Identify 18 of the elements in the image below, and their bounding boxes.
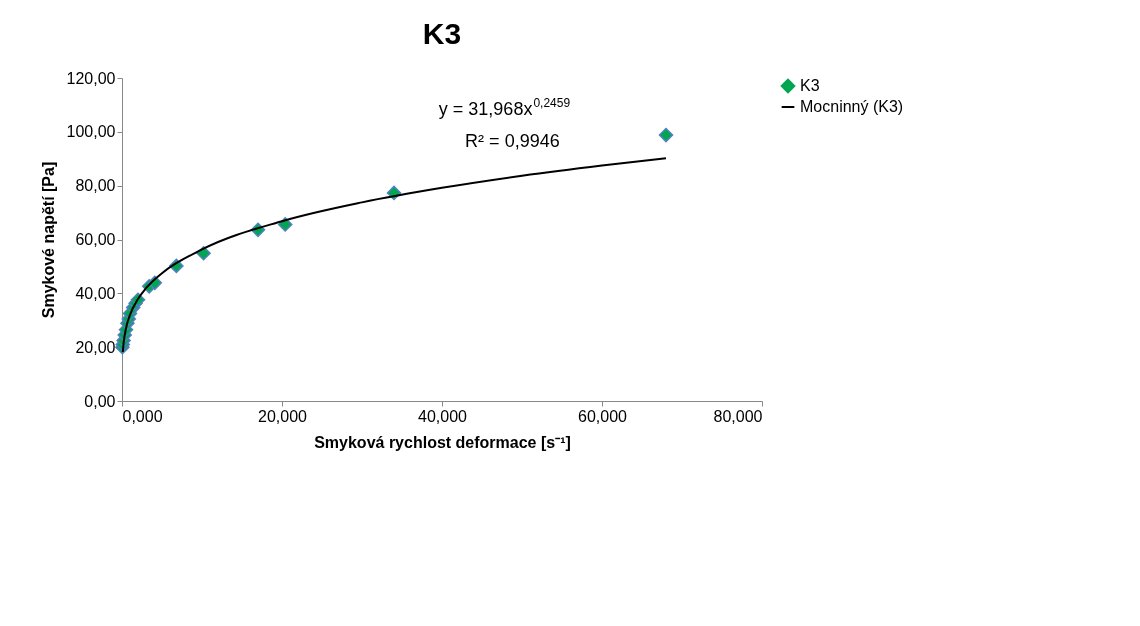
y-tick-label: 120,00 bbox=[66, 69, 116, 87]
legend-label: K3 bbox=[800, 77, 820, 94]
y-tick-label: 60,00 bbox=[75, 231, 116, 248]
annotation: R² = 0,9946 bbox=[465, 131, 560, 151]
x-tick-label: 0,000 bbox=[122, 407, 163, 425]
x-axis-title: Smyková rychlost deformace [s⁻¹] bbox=[314, 433, 571, 451]
x-tick-label: 40,000 bbox=[418, 407, 468, 425]
x-tick-label: 60,000 bbox=[578, 407, 628, 425]
x-tick-label: 80,000 bbox=[713, 407, 763, 425]
y-tick-label: 20,00 bbox=[75, 338, 116, 356]
legend-label: Mocninný (K3) bbox=[800, 98, 904, 115]
y-axis-title: Smykové napětí [Pa] bbox=[39, 161, 57, 319]
y-tick-label: 80,00 bbox=[75, 177, 116, 195]
y-tick-label: 100,00 bbox=[66, 123, 116, 141]
y-tick-label: 40,00 bbox=[75, 284, 116, 302]
chart-title: K3 bbox=[422, 17, 462, 50]
x-tick-label: 20,000 bbox=[258, 407, 308, 425]
y-tick-label: 0,00 bbox=[84, 392, 116, 410]
